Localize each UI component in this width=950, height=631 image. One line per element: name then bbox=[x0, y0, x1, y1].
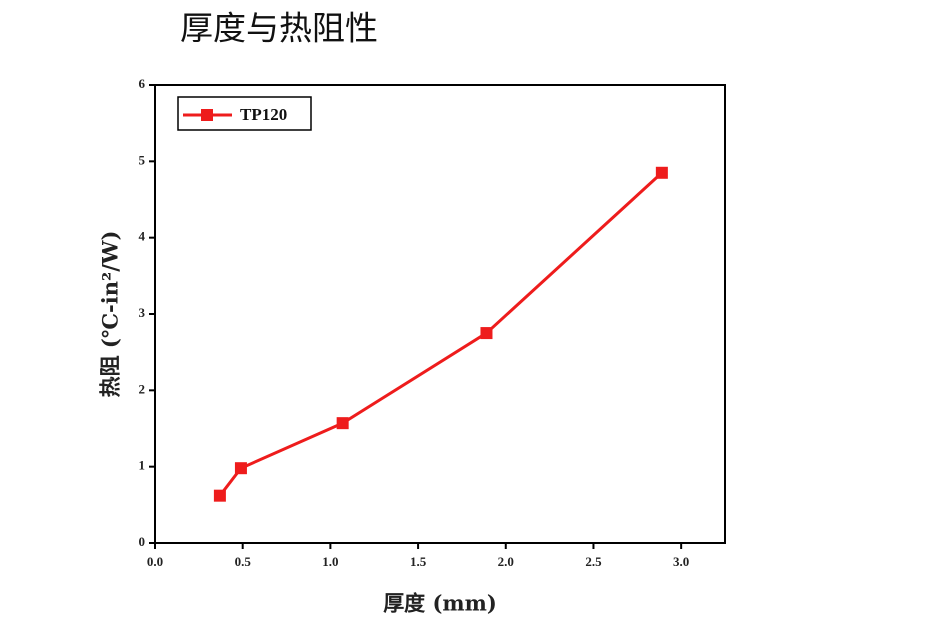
y-tick-label: 3 bbox=[139, 305, 146, 320]
y-tick-label: 5 bbox=[139, 152, 146, 167]
x-tick-label: 0.5 bbox=[235, 554, 252, 569]
data-point bbox=[234, 462, 247, 475]
x-tick-label: 2.0 bbox=[498, 554, 514, 569]
data-point bbox=[655, 166, 668, 179]
x-tick-label: 1.5 bbox=[410, 554, 427, 569]
x-tick-label: 0.0 bbox=[147, 554, 163, 569]
y-tick-label: 2 bbox=[139, 381, 146, 396]
data-point bbox=[336, 417, 349, 430]
x-tick-label: 2.5 bbox=[585, 554, 602, 569]
x-tick-label: 1.0 bbox=[322, 554, 338, 569]
y-tick-label: 0 bbox=[139, 534, 146, 549]
x-tick-label: 3.0 bbox=[673, 554, 689, 569]
y-tick-label: 1 bbox=[139, 458, 146, 473]
plot-frame bbox=[154, 84, 726, 544]
legend-marker bbox=[201, 109, 213, 121]
data-point bbox=[213, 489, 226, 502]
series-line bbox=[218, 171, 663, 497]
data-point bbox=[480, 327, 493, 340]
y-axis-title: 热阻 (℃-in²/W) bbox=[98, 231, 123, 398]
y-tick-label: 4 bbox=[139, 229, 146, 244]
legend-label: TP120 bbox=[240, 105, 287, 124]
x-axis-title: 厚度 (mm) bbox=[383, 591, 497, 616]
chart-title: 厚度与热阻性 bbox=[180, 9, 378, 48]
y-tick-label: 6 bbox=[139, 76, 146, 91]
